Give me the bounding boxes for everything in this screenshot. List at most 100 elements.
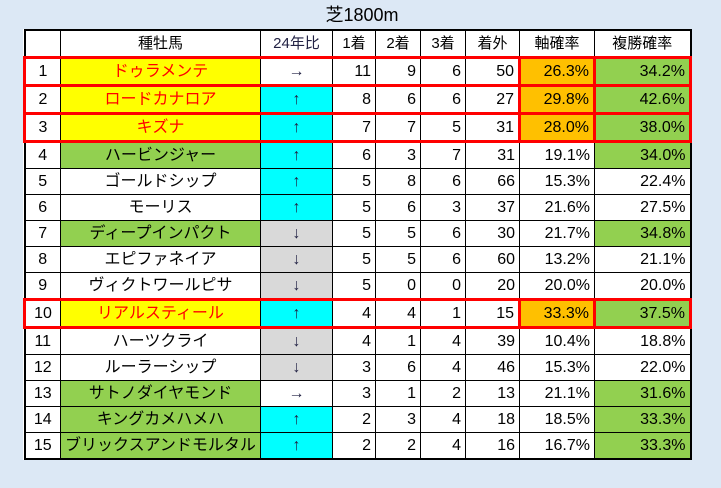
second-place-cell: 2 <box>375 432 421 460</box>
axis-rate-cell: 26.3% <box>518 56 596 87</box>
header-axis-rate: 軸確率 <box>519 29 595 58</box>
trend-arrow-cell: → <box>260 380 333 407</box>
rank-cell: 4 <box>24 141 61 169</box>
place-rate-cell: 31.6% <box>594 380 691 407</box>
place-rate-cell: 33.3% <box>594 406 691 433</box>
rank-cell: 15 <box>24 432 61 460</box>
first-place-cell: 5 <box>332 272 376 300</box>
third-place-cell: 1 <box>420 298 466 329</box>
third-place-cell: 6 <box>420 168 466 195</box>
first-place-cell: 5 <box>332 220 376 247</box>
third-place-cell: 6 <box>420 56 466 87</box>
out-of-place-cell: 18 <box>465 406 520 433</box>
second-place-cell: 1 <box>375 327 421 355</box>
place-rate-cell: 20.0% <box>594 272 691 300</box>
second-place-cell: 3 <box>375 141 421 169</box>
sire-stats-table: 種牡馬 24年比 1着 2着 3着 着外 軸確率 複勝確率 1 ドゥラメンテ →… <box>23 29 692 460</box>
table-header-row: 種牡馬 24年比 1着 2着 3着 着外 軸確率 複勝確率 <box>24 29 691 58</box>
axis-rate-cell: 29.8% <box>518 84 596 115</box>
out-of-place-cell: 50 <box>465 56 520 87</box>
sire-name-cell: ディープインパクト <box>60 220 261 247</box>
first-place-cell: 2 <box>332 432 376 460</box>
second-place-cell: 6 <box>375 84 421 115</box>
axis-rate-cell: 33.3% <box>518 298 596 329</box>
place-rate-cell: 18.8% <box>594 327 691 355</box>
table-row: 14 キングカメハメハ ↑ 2 3 4 18 18.5% 33.3% <box>24 406 691 433</box>
trend-arrow-cell: ↑ <box>260 298 333 329</box>
sire-name-cell: サトノダイヤモンド <box>60 380 261 407</box>
axis-rate-cell: 21.1% <box>519 380 595 407</box>
second-place-cell: 8 <box>375 168 421 195</box>
third-place-cell: 4 <box>420 327 466 355</box>
rank-cell: 7 <box>24 220 61 247</box>
second-place-cell: 3 <box>375 406 421 433</box>
page-title: 芝1800m <box>325 5 399 25</box>
third-place-cell: 4 <box>420 432 466 460</box>
out-of-place-cell: 27 <box>465 84 520 115</box>
place-rate-cell: 27.5% <box>594 194 691 221</box>
first-place-cell: 7 <box>332 112 376 143</box>
out-of-place-cell: 20 <box>465 272 520 300</box>
rank-cell: 3 <box>23 112 61 143</box>
first-place-cell: 5 <box>332 246 376 273</box>
first-place-cell: 2 <box>332 406 376 433</box>
axis-rate-cell: 21.6% <box>519 194 595 221</box>
second-place-cell: 6 <box>375 354 421 381</box>
rank-cell: 9 <box>24 272 61 300</box>
third-place-cell: 5 <box>420 112 466 143</box>
table-row: 7 ディープインパクト ↓ 5 5 6 30 21.7% 34.8% <box>24 220 691 247</box>
sire-name-cell: ハーツクライ <box>60 327 261 355</box>
third-place-cell: 4 <box>420 406 466 433</box>
third-place-cell: 3 <box>420 194 466 221</box>
trend-arrow-cell: → <box>260 56 333 87</box>
first-place-cell: 3 <box>332 380 376 407</box>
sire-name-cell: ロードカナロア <box>60 84 261 115</box>
first-place-cell: 4 <box>332 298 376 329</box>
axis-rate-cell: 18.5% <box>519 406 595 433</box>
axis-rate-cell: 19.1% <box>519 141 595 169</box>
sire-name-cell: キズナ <box>60 112 261 143</box>
rank-cell: 6 <box>24 194 61 221</box>
rank-cell: 5 <box>24 168 61 195</box>
sire-name-cell: キングカメハメハ <box>60 406 261 433</box>
out-of-place-cell: 46 <box>465 354 520 381</box>
out-of-place-cell: 60 <box>465 246 520 273</box>
place-rate-cell: 34.0% <box>594 141 691 169</box>
table-row: 9 ヴィクトワールピサ ↓ 5 0 0 20 20.0% 20.0% <box>24 272 691 300</box>
table-row: 4 ハービンジャー ↑ 6 3 7 31 19.1% 34.0% <box>24 141 691 169</box>
trend-arrow-cell: ↓ <box>260 354 333 381</box>
trend-arrow-cell: ↓ <box>260 272 333 300</box>
third-place-cell: 2 <box>420 380 466 407</box>
sire-name-cell: ルーラーシップ <box>60 354 261 381</box>
place-rate-cell: 22.0% <box>594 354 691 381</box>
axis-rate-cell: 16.7% <box>519 432 595 460</box>
axis-rate-cell: 13.2% <box>519 246 595 273</box>
header-rank <box>24 29 61 58</box>
trend-arrow-cell: ↑ <box>260 112 333 143</box>
header-out-of-place: 着外 <box>465 29 520 58</box>
rank-cell: 10 <box>23 298 61 329</box>
table-row: 6 モーリス ↑ 5 6 3 37 21.6% 27.5% <box>24 194 691 221</box>
table-row: 2 ロードカナロア ↑ 8 6 6 27 29.8% 42.6% <box>23 84 692 115</box>
place-rate-cell: 34.2% <box>594 56 692 87</box>
header-sire: 種牡馬 <box>60 29 261 58</box>
second-place-cell: 1 <box>375 380 421 407</box>
table-row: 1 ドゥラメンテ → 11 9 6 50 26.3% 34.2% <box>23 56 692 87</box>
third-place-cell: 6 <box>420 84 466 115</box>
first-place-cell: 5 <box>332 194 376 221</box>
trend-arrow-cell: ↑ <box>260 168 333 195</box>
first-place-cell: 4 <box>332 327 376 355</box>
trend-arrow-cell: ↓ <box>260 246 333 273</box>
trend-arrow-cell: ↑ <box>260 432 333 460</box>
second-place-cell: 4 <box>375 298 421 329</box>
out-of-place-cell: 39 <box>465 327 520 355</box>
table-row: 10 リアルスティール ↑ 4 4 1 15 33.3% 37.5% <box>23 298 692 329</box>
first-place-cell: 3 <box>332 354 376 381</box>
place-rate-cell: 34.8% <box>594 220 691 247</box>
third-place-cell: 7 <box>420 141 466 169</box>
sire-name-cell: エピファネイア <box>60 246 261 273</box>
axis-rate-cell: 28.0% <box>518 112 596 143</box>
rank-cell: 2 <box>23 84 61 115</box>
rank-cell: 13 <box>24 380 61 407</box>
